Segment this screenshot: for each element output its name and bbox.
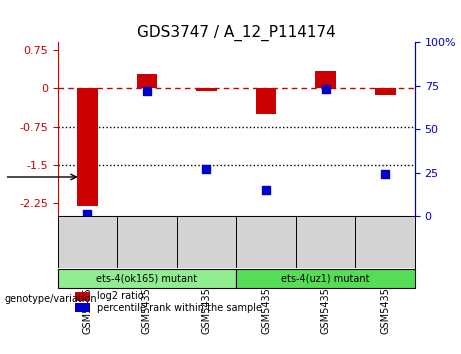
Bar: [136, 74, 157, 88]
Text: ets-4(uz1) mutant: ets-4(uz1) mutant: [281, 274, 370, 284]
Point: [381, 172, 389, 177]
Bar: [58, 269, 236, 288]
Point: [322, 86, 329, 92]
Text: percentile rank within the sample: percentile rank within the sample: [97, 303, 262, 313]
Bar: [315, 70, 336, 88]
Text: ets-4(ok165) mutant: ets-4(ok165) mutant: [96, 274, 197, 284]
Title: GDS3747 / A_12_P114174: GDS3747 / A_12_P114174: [137, 25, 336, 41]
Bar: [76, 292, 90, 301]
Text: log2 ratio: log2 ratio: [97, 291, 143, 301]
Point: [84, 212, 91, 217]
Point: [203, 166, 210, 172]
Bar: [236, 269, 415, 288]
Point: [262, 187, 270, 193]
Bar: [77, 88, 98, 206]
Bar: [196, 88, 217, 91]
Bar: [375, 88, 396, 95]
Bar: [255, 88, 277, 114]
Text: genotype/variation: genotype/variation: [5, 294, 97, 304]
Bar: [76, 303, 90, 313]
Point: [143, 88, 151, 94]
